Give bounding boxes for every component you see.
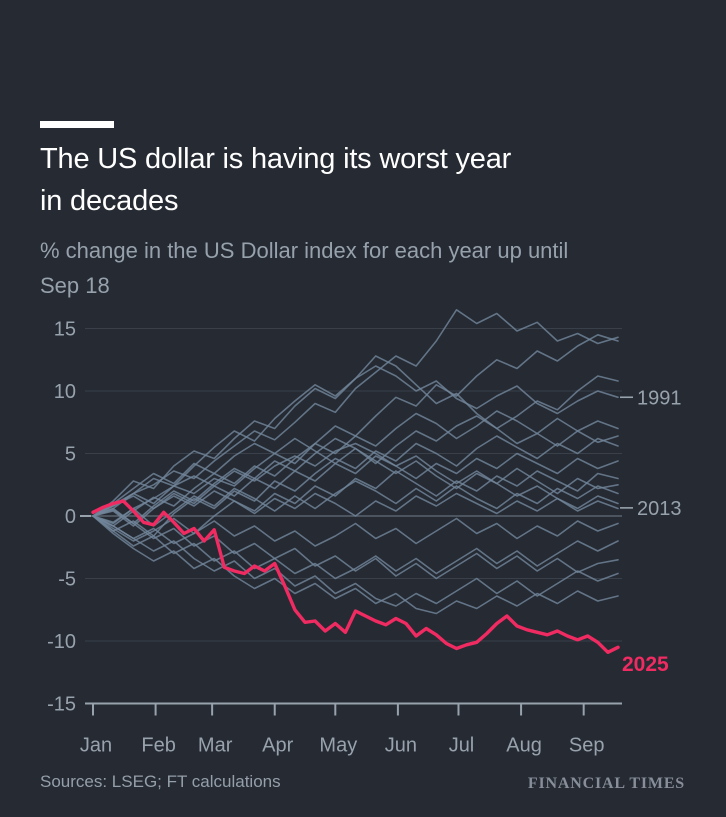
financial-times-wordmark: FINANCIAL TIMES [527, 775, 685, 792]
series-history-11 [92, 480, 619, 527]
kicker-bar [40, 121, 114, 128]
chart-title-line2: in decades [40, 185, 179, 217]
series-history-01 [92, 308, 619, 517]
series-history-02 [92, 333, 619, 524]
y-tick-label-10: 10 [54, 381, 76, 403]
x-tick-label-May: May [319, 735, 357, 757]
x-tick-label-Aug: Aug [506, 735, 542, 757]
series-history-13 [92, 515, 619, 547]
y-tick-label-5: 5 [65, 444, 76, 466]
y-tick-label-0: 0 [65, 506, 76, 528]
series-history-03 [92, 355, 619, 517]
series-history-09 [92, 470, 619, 542]
annotation-label-2025: 2025 [622, 653, 669, 676]
series-history-17 [92, 515, 619, 615]
x-tick-label-Jun: Jun [385, 735, 417, 757]
x-tick-label-Mar: Mar [198, 735, 233, 757]
series-history-05 [92, 410, 619, 527]
series-2025 [91, 499, 620, 654]
x-tick-label-Feb: Feb [141, 735, 175, 757]
series-history-15 [92, 507, 619, 580]
series-history-07 [92, 435, 619, 537]
x-tick-label-Apr: Apr [262, 735, 293, 757]
y-tick-label-15: 15 [54, 319, 76, 341]
series-history-08 [92, 452, 619, 517]
y-tick-label--10: -10 [47, 631, 76, 653]
series-history-06 [92, 415, 619, 525]
series-history-14 [92, 515, 619, 580]
chart-subtitle-line1: % change in the US Dollar index for each… [40, 238, 569, 263]
y-tick-label--15: -15 [47, 694, 76, 716]
series-history-10 [92, 437, 619, 517]
chart-subtitle: % change in the US Dollar index for each… [40, 233, 690, 303]
annotation-label-1991: 1991 [637, 387, 682, 409]
x-tick-label-Sep: Sep [569, 735, 605, 757]
series-history-18 [92, 490, 619, 527]
chart-title: The US dollar is having its worst year i… [40, 138, 680, 222]
annotation-label-2013: 2013 [637, 498, 682, 520]
x-tick-label-Jul: Jul [449, 735, 475, 757]
series-history-16 [92, 515, 619, 607]
y-tick-label--5: -5 [58, 569, 76, 591]
x-tick-label-Jan: Jan [80, 735, 112, 757]
sources-note: Sources: LSEG; FT calculations [40, 772, 281, 791]
series-2013 [92, 442, 619, 517]
chart-subtitle-line2: Sep 18 [40, 273, 110, 298]
chart-title-line1: The US dollar is having its worst year [40, 143, 512, 175]
series-1991 [92, 365, 619, 517]
